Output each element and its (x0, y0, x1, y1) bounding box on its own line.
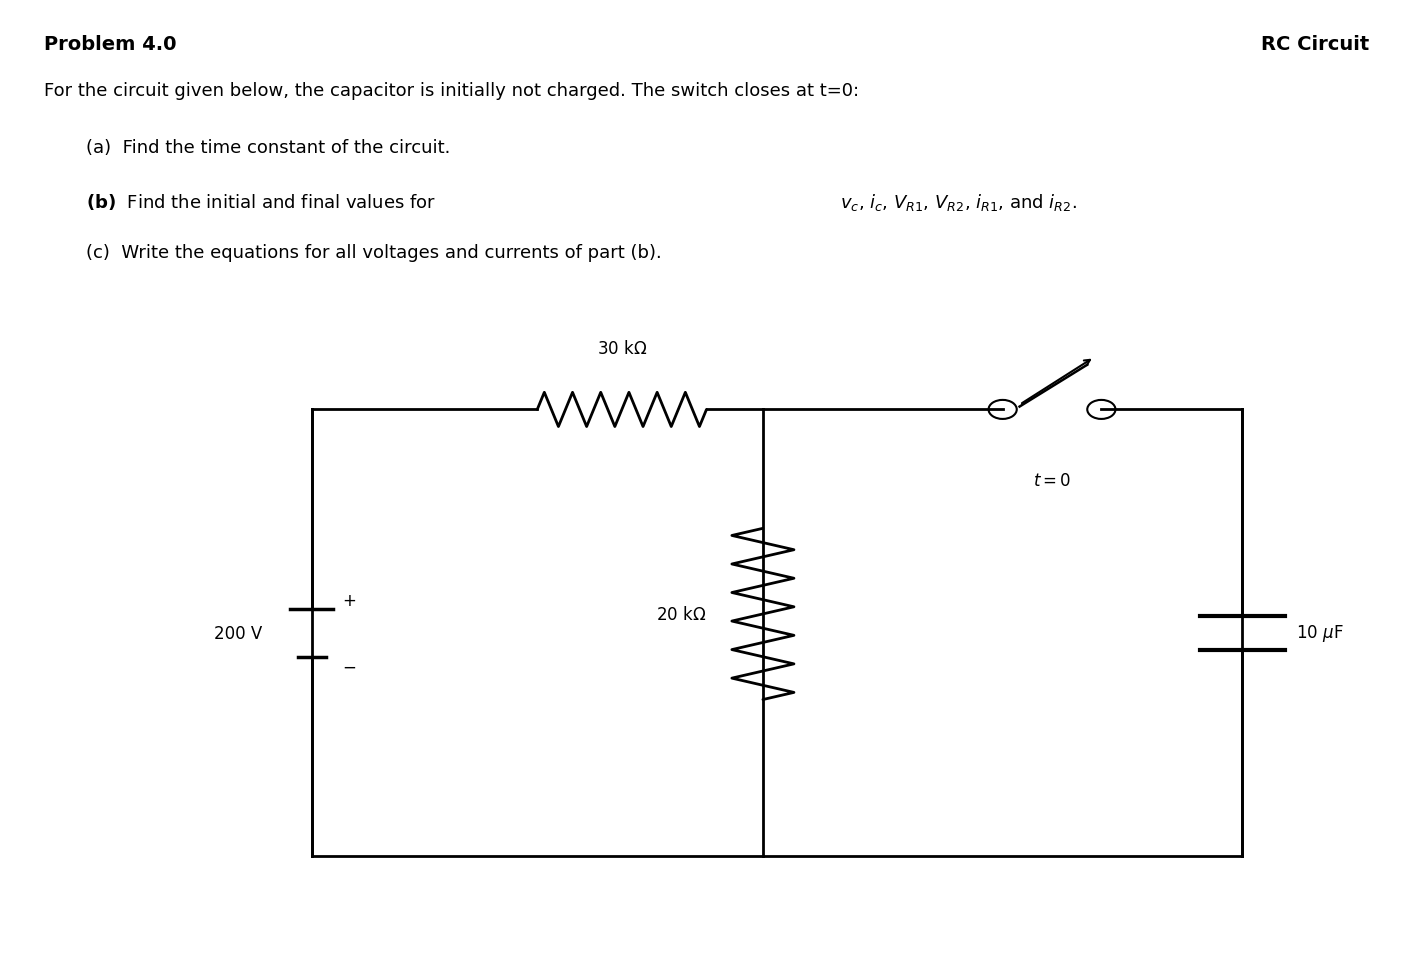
Text: Problem 4.0: Problem 4.0 (44, 34, 177, 53)
Text: RC Circuit: RC Circuit (1260, 34, 1369, 53)
Text: 10 $\mu$F: 10 $\mu$F (1296, 623, 1344, 644)
Text: (c)  Write the equations for all voltages and currents of part (b).: (c) Write the equations for all voltages… (86, 244, 661, 262)
Text: 200 V: 200 V (213, 624, 263, 642)
Text: (a)  Find the time constant of the circuit.: (a) Find the time constant of the circui… (86, 139, 451, 157)
Text: 30 k$\Omega$: 30 k$\Omega$ (596, 339, 647, 357)
Text: −: − (343, 658, 356, 676)
Text: For the circuit given below, the capacitor is initially not charged. The switch : For the circuit given below, the capacit… (44, 82, 859, 100)
Text: +: + (343, 591, 356, 609)
Text: $v_c$, $i_c$, $V_{R1}$, $V_{R2}$, $i_{R1}$, and $i_{R2}$.: $v_c$, $i_c$, $V_{R1}$, $V_{R2}$, $i_{R1… (841, 192, 1077, 213)
Text: 20 k$\Omega$: 20 k$\Omega$ (656, 605, 706, 623)
Text: $t = 0$: $t = 0$ (1033, 472, 1071, 490)
Text: $\mathbf{(b)}$  Find the initial and final values for: $\mathbf{(b)}$ Find the initial and fina… (86, 192, 437, 212)
